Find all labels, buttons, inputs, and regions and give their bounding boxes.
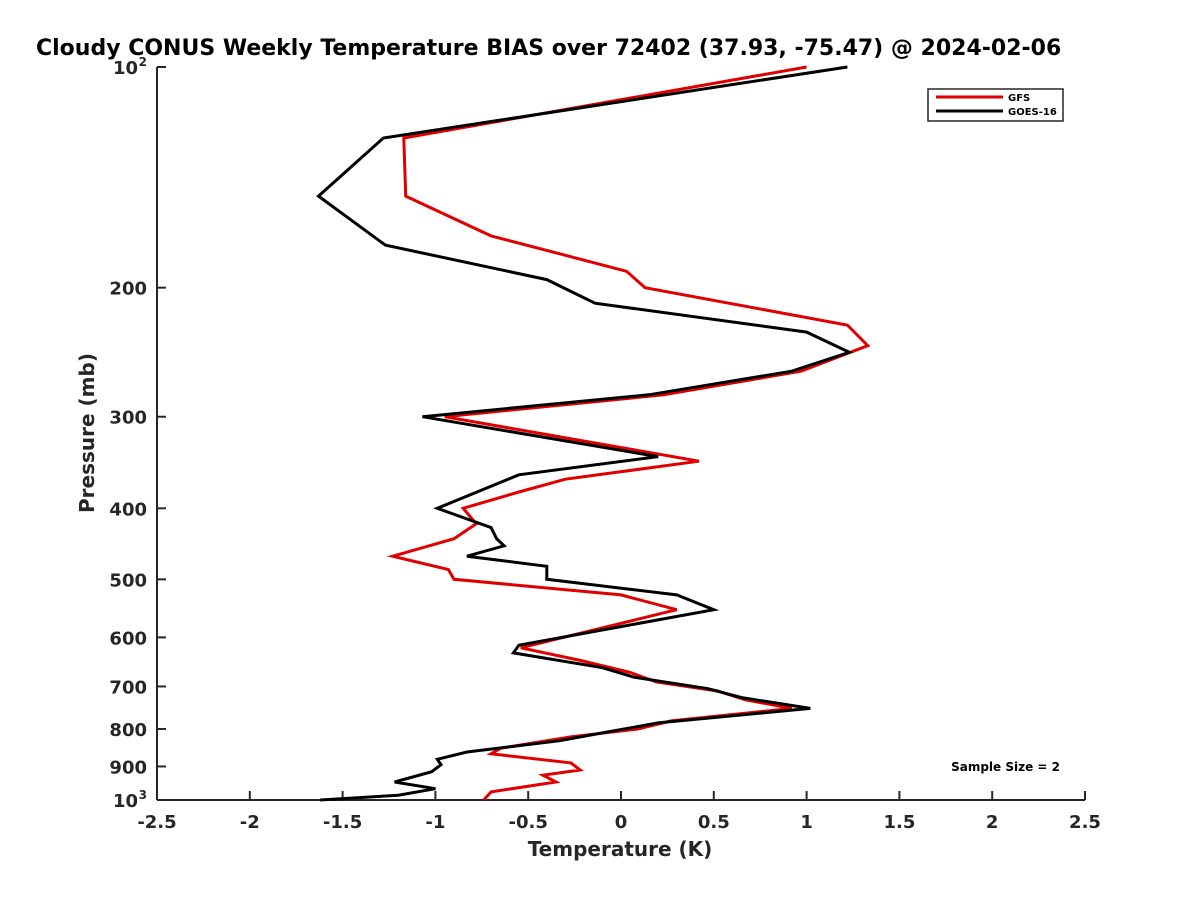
y-tick-label: 800 [109, 720, 147, 741]
x-tick-label: -0.5 [509, 812, 548, 833]
y-tick-label: 700 [109, 677, 147, 698]
chart-title: Cloudy CONUS Weekly Temperature BIAS ove… [36, 36, 1061, 61]
x-axis-label: Temperature (K) [528, 837, 713, 861]
x-tick-label: 1.5 [883, 812, 915, 833]
plot-frame [156, 67, 1085, 801]
series-line-gfs [386, 65, 871, 802]
x-tick-label: 2 [986, 812, 999, 833]
series-layer [316, 65, 871, 802]
legend-label-gfs: GFS [1008, 93, 1030, 104]
x-axis: -2.5 -2 -1.5 -1 -0.5 0 0.5 1 1.5 2 2.5 [137, 791, 1101, 833]
x-tick-label: 0 [615, 812, 628, 833]
x-tick-label: 1 [800, 812, 813, 833]
legend-label-goes-16: GOES-16 [1008, 107, 1057, 118]
sample-size-annotation: Sample Size = 2 [951, 760, 1060, 774]
x-tick-label: -2.5 [137, 812, 176, 833]
y-tick-label: 300 [109, 408, 147, 429]
y-tick-label: 310 [113, 788, 147, 812]
y-tick-exponent: 3 [139, 788, 147, 802]
y-tick-label: 600 [109, 628, 147, 649]
y-tick-label: 500 [109, 570, 147, 591]
x-tick-label: -2 [240, 812, 260, 833]
y-tick-label: 210 [113, 55, 147, 79]
y-tick-base: 10 [113, 58, 138, 79]
y-tick-label: 200 [109, 279, 147, 300]
y-axis-label: Pressure (mb) [75, 353, 99, 513]
y-tick-exponent: 2 [139, 55, 147, 69]
y-tick-label: 900 [109, 757, 147, 778]
legend-box [927, 88, 1064, 122]
y-tick-base: 10 [113, 791, 138, 812]
x-tick-label: -1.5 [323, 812, 362, 833]
legend: GFS GOES-16 [927, 88, 1064, 122]
y-tick-label: 400 [109, 499, 147, 520]
x-tick-label: 2.5 [1069, 812, 1101, 833]
series-line-goes-16 [316, 65, 854, 802]
x-tick-label: 0.5 [698, 812, 730, 833]
x-tick-label: -1 [425, 812, 445, 833]
